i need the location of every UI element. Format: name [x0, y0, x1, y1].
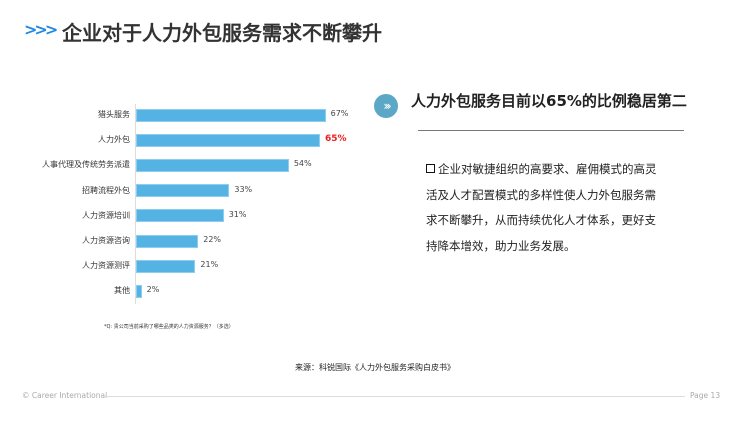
data-label: 31%: [228, 209, 247, 219]
chart-axis: [135, 104, 136, 304]
divider: [418, 130, 684, 131]
category-label: 人力外包: [98, 135, 130, 145]
insight-title: 人力外包服务目前以65%的比例稳居第二: [411, 92, 687, 110]
category-label: 人力资源培训: [82, 210, 130, 220]
category-label: 人力资源测评: [82, 261, 130, 271]
insight-body: 企业对敏捷组织的高要求、雇佣模式的高灵活及人才配置模式的多样性使人力外包服务需求…: [426, 157, 658, 259]
data-label: 21%: [200, 260, 219, 270]
square-bullet-icon: [426, 164, 435, 173]
bar: [136, 184, 230, 198]
data-label: 33%: [234, 184, 253, 194]
bar: [136, 259, 196, 273]
category-label: 人力资源咨询: [82, 236, 130, 245]
bar: [136, 209, 224, 223]
category-label: 其他: [114, 286, 130, 296]
bar: [136, 133, 320, 147]
chart-footnote: *Q: 贵公司当前采购了哪些品类的人力资源服务？（多选）: [104, 324, 234, 330]
copyright: © Career International: [22, 391, 108, 400]
bar: [136, 108, 326, 122]
data-label: 2%: [146, 285, 160, 295]
triple-chevron-icon: >>>: [24, 20, 58, 39]
data-label: 67%: [330, 109, 349, 118]
data-label: 54%: [293, 159, 312, 169]
category-label: 招聘流程外包: [82, 185, 130, 195]
data-label: 22%: [203, 235, 222, 244]
page-number: Page 13: [690, 391, 721, 400]
footer-divider: [105, 396, 685, 397]
category-label: 猎头服务: [98, 110, 130, 119]
page-title: 企业对于人力外包服务需求不断攀升: [62, 21, 382, 45]
bar: [136, 234, 199, 248]
chevron-circle-icon: ›››: [374, 94, 398, 118]
category-label: 人事代理及传统劳务派遣: [42, 160, 130, 170]
source-note: 来源：科锐国际《人力外包服务采购白皮书》: [295, 363, 455, 372]
bar: [136, 284, 142, 298]
bar: [136, 158, 289, 172]
data-label: 65%: [324, 134, 347, 145]
insight-body-text: 企业对敏捷组织的高要求、雇佣模式的高灵活及人才配置模式的多样性使人力外包服务需求…: [426, 162, 657, 253]
